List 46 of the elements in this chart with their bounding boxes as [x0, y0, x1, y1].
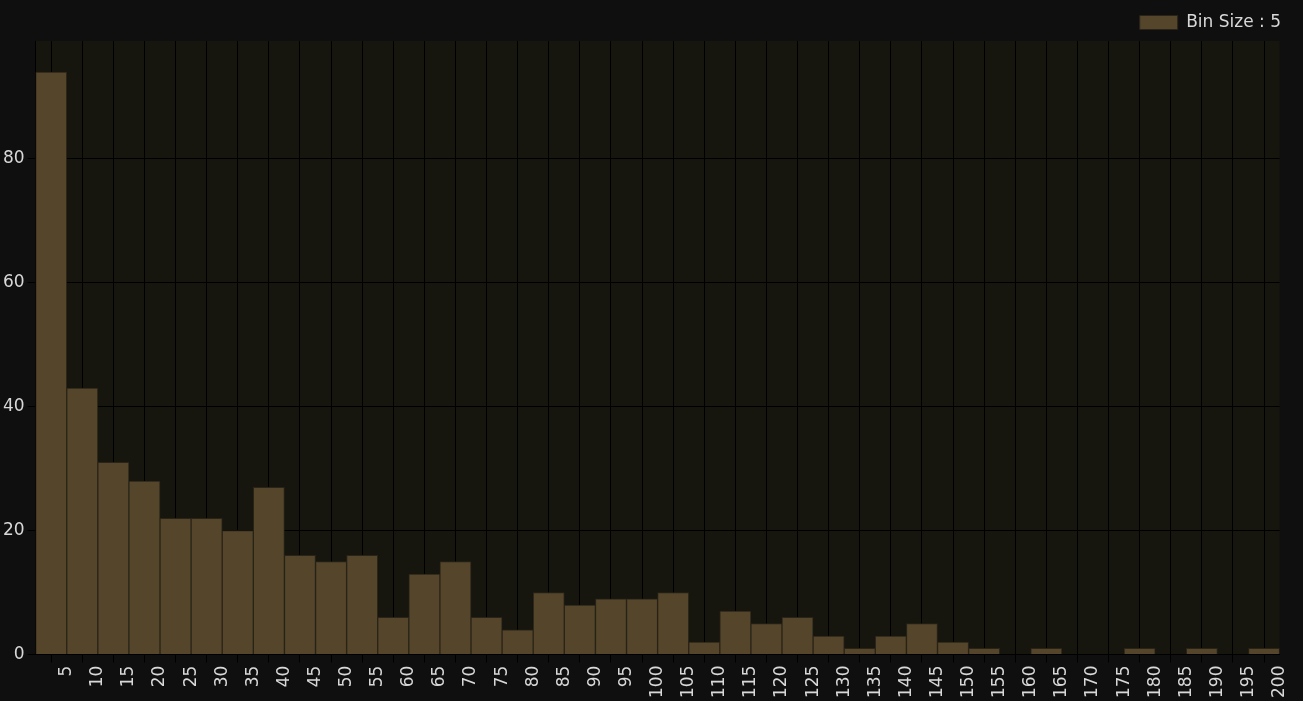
y-tick-label: 40	[2, 395, 25, 416]
x-tick-label: 115	[739, 665, 760, 699]
x-tick-label: 165	[1050, 665, 1071, 699]
x-tick-label: 160	[1019, 665, 1040, 699]
x-tick-label: 145	[925, 665, 946, 699]
x-tick-label: 130	[832, 665, 853, 699]
y-tick-label: 0	[13, 642, 25, 663]
x-tick-label: 95	[614, 665, 635, 688]
x-tick-label: 25	[179, 665, 200, 688]
legend-label: Bin Size : 5	[1186, 10, 1281, 31]
x-tick-label: 70	[459, 665, 480, 688]
x-tick-label: 135	[863, 665, 884, 699]
x-tick-label: 200	[1268, 665, 1289, 699]
x-tick-label: 85	[552, 665, 573, 688]
x-tick-label: 45	[303, 665, 324, 688]
x-tick-label: 155	[988, 665, 1009, 699]
x-tick-label: 190	[1205, 665, 1226, 699]
x-tick-label: 15	[117, 665, 138, 688]
y-tick-label: 20	[2, 519, 25, 540]
x-tick-label: 140	[894, 665, 915, 699]
x-tick-label: 150	[957, 665, 978, 699]
x-tick-label: 105	[677, 665, 698, 699]
x-tick-label: 185	[1174, 665, 1195, 699]
x-tick-label: 90	[583, 665, 604, 688]
x-tick-label: 60	[397, 665, 418, 688]
x-tick-label: 170	[1081, 665, 1102, 699]
x-tick-label: 30	[210, 665, 231, 688]
x-tick-label: 110	[708, 665, 729, 699]
x-tick-label: 40	[272, 665, 293, 688]
x-tick-label: 125	[801, 665, 822, 699]
x-tick-label: 65	[428, 665, 449, 688]
x-tick-label: 10	[86, 665, 107, 688]
x-tick-label: 100	[646, 665, 667, 699]
y-tick-label: 60	[2, 271, 25, 292]
x-tick-label: 75	[490, 665, 511, 688]
x-tick-label: 195	[1236, 665, 1257, 699]
y-tick-label: 80	[2, 147, 25, 168]
x-tick-label: 175	[1112, 665, 1133, 699]
x-tick-label: 55	[366, 665, 387, 688]
x-tick-label: 120	[770, 665, 791, 699]
x-tick-label: 80	[521, 665, 542, 688]
x-tick-label: 180	[1143, 665, 1164, 699]
x-tick-label: 35	[241, 665, 262, 688]
x-tick-label: 50	[335, 665, 356, 688]
x-tick-label: 5	[55, 665, 76, 677]
x-tick-label: 20	[148, 665, 169, 688]
